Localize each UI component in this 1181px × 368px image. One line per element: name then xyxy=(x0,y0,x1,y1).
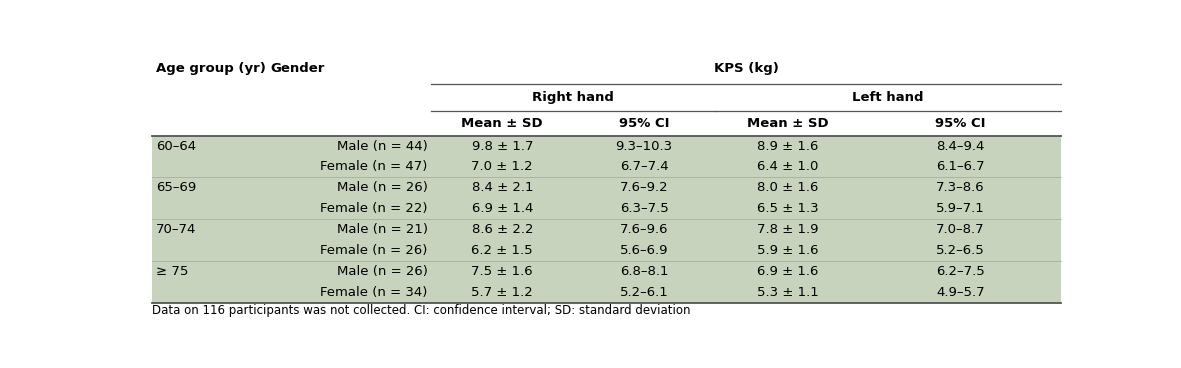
Text: 7.5 ± 1.6: 7.5 ± 1.6 xyxy=(471,265,533,278)
Text: 5.9–7.1: 5.9–7.1 xyxy=(937,202,985,215)
Text: Age group (yr): Age group (yr) xyxy=(156,62,266,75)
Text: 65–69: 65–69 xyxy=(156,181,196,194)
Text: 7.6–9.2: 7.6–9.2 xyxy=(620,181,668,194)
Text: 5.9 ± 1.6: 5.9 ± 1.6 xyxy=(757,244,818,257)
Text: 8.6 ± 2.2: 8.6 ± 2.2 xyxy=(471,223,533,236)
Text: ≥ 75: ≥ 75 xyxy=(156,265,188,278)
Text: 7.3–8.6: 7.3–8.6 xyxy=(937,181,985,194)
Text: Male (n = 26): Male (n = 26) xyxy=(337,265,428,278)
Text: 9.8 ± 1.7: 9.8 ± 1.7 xyxy=(471,139,533,153)
Text: Left hand: Left hand xyxy=(853,91,924,104)
Text: 95% CI: 95% CI xyxy=(619,117,670,130)
Text: 70–74: 70–74 xyxy=(156,223,196,236)
Text: Right hand: Right hand xyxy=(533,91,614,104)
Text: Data on 116 participants was not collected. CI: confidence interval; SD: standar: Data on 116 participants was not collect… xyxy=(152,304,691,318)
Text: Male (n = 21): Male (n = 21) xyxy=(337,223,428,236)
Text: 7.0 ± 1.2: 7.0 ± 1.2 xyxy=(471,160,533,173)
Text: 8.4–9.4: 8.4–9.4 xyxy=(937,139,985,153)
Text: KPS (kg): KPS (kg) xyxy=(713,62,778,75)
Text: 6.4 ± 1.0: 6.4 ± 1.0 xyxy=(757,160,818,173)
Text: 6.2 ± 1.5: 6.2 ± 1.5 xyxy=(471,244,533,257)
Text: 6.2–7.5: 6.2–7.5 xyxy=(937,265,985,278)
Text: Mean ± SD: Mean ± SD xyxy=(462,117,543,130)
Text: 5.7 ± 1.2: 5.7 ± 1.2 xyxy=(471,286,533,299)
Text: 6.9 ± 1.4: 6.9 ± 1.4 xyxy=(471,202,533,215)
Text: 95% CI: 95% CI xyxy=(935,117,986,130)
Text: 9.3–10.3: 9.3–10.3 xyxy=(615,139,673,153)
Text: 6.7–7.4: 6.7–7.4 xyxy=(620,160,668,173)
Text: Female (n = 22): Female (n = 22) xyxy=(320,202,428,215)
Text: 5.6–6.9: 5.6–6.9 xyxy=(620,244,668,257)
Text: 6.3–7.5: 6.3–7.5 xyxy=(620,202,668,215)
Text: 6.9 ± 1.6: 6.9 ± 1.6 xyxy=(757,265,818,278)
Text: 60–64: 60–64 xyxy=(156,139,196,153)
Text: 4.9–5.7: 4.9–5.7 xyxy=(937,286,985,299)
Text: 6.1–6.7: 6.1–6.7 xyxy=(937,160,985,173)
Text: 7.8 ± 1.9: 7.8 ± 1.9 xyxy=(757,223,818,236)
Text: Mean ± SD: Mean ± SD xyxy=(746,117,828,130)
Text: 6.5 ± 1.3: 6.5 ± 1.3 xyxy=(757,202,818,215)
Text: 8.9 ± 1.6: 8.9 ± 1.6 xyxy=(757,139,818,153)
Text: Male (n = 44): Male (n = 44) xyxy=(337,139,428,153)
Text: Female (n = 47): Female (n = 47) xyxy=(320,160,428,173)
Text: 5.3 ± 1.1: 5.3 ± 1.1 xyxy=(757,286,818,299)
Text: 5.2–6.5: 5.2–6.5 xyxy=(937,244,985,257)
Text: 5.2–6.1: 5.2–6.1 xyxy=(620,286,668,299)
Text: Gender: Gender xyxy=(270,62,325,75)
Text: Male (n = 26): Male (n = 26) xyxy=(337,181,428,194)
Text: 7.0–8.7: 7.0–8.7 xyxy=(937,223,985,236)
Text: Female (n = 34): Female (n = 34) xyxy=(320,286,428,299)
Text: Female (n = 26): Female (n = 26) xyxy=(320,244,428,257)
Text: 7.6–9.6: 7.6–9.6 xyxy=(620,223,668,236)
Text: 8.0 ± 1.6: 8.0 ± 1.6 xyxy=(757,181,818,194)
Text: 8.4 ± 2.1: 8.4 ± 2.1 xyxy=(471,181,533,194)
Text: 6.8–8.1: 6.8–8.1 xyxy=(620,265,668,278)
